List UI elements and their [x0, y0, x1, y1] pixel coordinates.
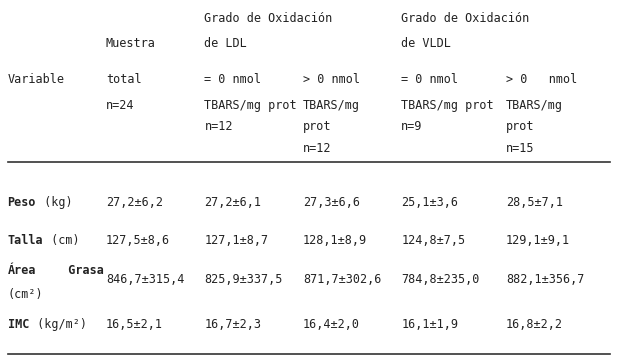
Text: = 0 nmol: = 0 nmol [205, 73, 261, 86]
Text: 882,1±356,7: 882,1±356,7 [506, 273, 584, 286]
Text: > 0   nmol: > 0 nmol [506, 73, 577, 86]
Text: (cm²): (cm²) [7, 288, 43, 301]
Text: 16,8±2,2: 16,8±2,2 [506, 318, 563, 331]
Text: 27,2±6,1: 27,2±6,1 [205, 196, 261, 209]
Text: n=12: n=12 [303, 142, 331, 155]
Text: TBARS/mg prot: TBARS/mg prot [205, 99, 297, 112]
Text: 846,7±315,4: 846,7±315,4 [106, 273, 184, 286]
Text: 16,7±2,3: 16,7±2,3 [205, 318, 261, 331]
Text: prot: prot [506, 120, 535, 133]
Text: 25,1±3,6: 25,1±3,6 [401, 196, 459, 209]
Text: Muestra: Muestra [106, 37, 156, 50]
Text: Grado de Oxidación: Grado de Oxidación [205, 12, 332, 25]
Text: 825,9±337,5: 825,9±337,5 [205, 273, 283, 286]
Text: 16,1±1,9: 16,1±1,9 [401, 318, 459, 331]
Text: Área: Área [7, 264, 36, 277]
Text: Peso: Peso [7, 196, 36, 209]
Text: n=12: n=12 [205, 120, 233, 133]
Text: Grasa: Grasa [54, 264, 104, 277]
Text: (kg/m²): (kg/m²) [30, 318, 87, 331]
Text: n=24: n=24 [106, 99, 135, 112]
Text: 127,5±8,6: 127,5±8,6 [106, 234, 170, 247]
Text: n=15: n=15 [506, 142, 535, 155]
Text: (cm): (cm) [44, 234, 80, 247]
Text: TBARS/mg prot: TBARS/mg prot [401, 99, 494, 112]
Text: 124,8±7,5: 124,8±7,5 [401, 234, 465, 247]
Text: 129,1±9,1: 129,1±9,1 [506, 234, 570, 247]
Text: TBARS/mg: TBARS/mg [506, 99, 563, 112]
Text: Talla: Talla [7, 234, 43, 247]
Text: TBARS/mg: TBARS/mg [303, 99, 360, 112]
Text: IMC: IMC [7, 318, 29, 331]
Text: 16,5±2,1: 16,5±2,1 [106, 318, 163, 331]
Text: Variable: Variable [7, 73, 64, 86]
Text: 28,5±7,1: 28,5±7,1 [506, 196, 563, 209]
Text: de LDL: de LDL [205, 37, 247, 50]
Text: 127,1±8,7: 127,1±8,7 [205, 234, 269, 247]
Text: 871,7±302,6: 871,7±302,6 [303, 273, 381, 286]
Text: > 0 nmol: > 0 nmol [303, 73, 360, 86]
Text: total: total [106, 73, 142, 86]
Text: n=9: n=9 [401, 120, 423, 133]
Text: Grado de Oxidación: Grado de Oxidación [401, 12, 530, 25]
Text: 27,2±6,2: 27,2±6,2 [106, 196, 163, 209]
Text: 16,4±2,0: 16,4±2,0 [303, 318, 360, 331]
Text: 128,1±8,9: 128,1±8,9 [303, 234, 367, 247]
Text: = 0 nmol: = 0 nmol [401, 73, 459, 86]
Text: 784,8±235,0: 784,8±235,0 [401, 273, 480, 286]
Text: prot: prot [303, 120, 331, 133]
Text: 27,3±6,6: 27,3±6,6 [303, 196, 360, 209]
Text: de VLDL: de VLDL [401, 37, 451, 50]
Text: (kg): (kg) [37, 196, 73, 209]
